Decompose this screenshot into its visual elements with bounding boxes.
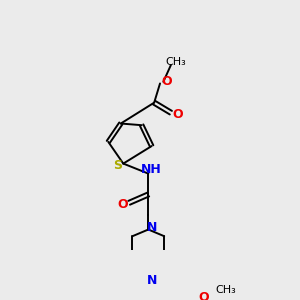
Text: O: O xyxy=(117,198,128,211)
Text: CH₃: CH₃ xyxy=(215,285,236,296)
Text: O: O xyxy=(172,108,183,121)
Text: O: O xyxy=(161,75,172,88)
Text: CH₃: CH₃ xyxy=(166,57,186,67)
Text: N: N xyxy=(146,220,157,233)
Text: N: N xyxy=(146,274,157,287)
Text: NH: NH xyxy=(141,163,162,176)
Text: O: O xyxy=(198,291,209,300)
Text: S: S xyxy=(113,159,122,172)
